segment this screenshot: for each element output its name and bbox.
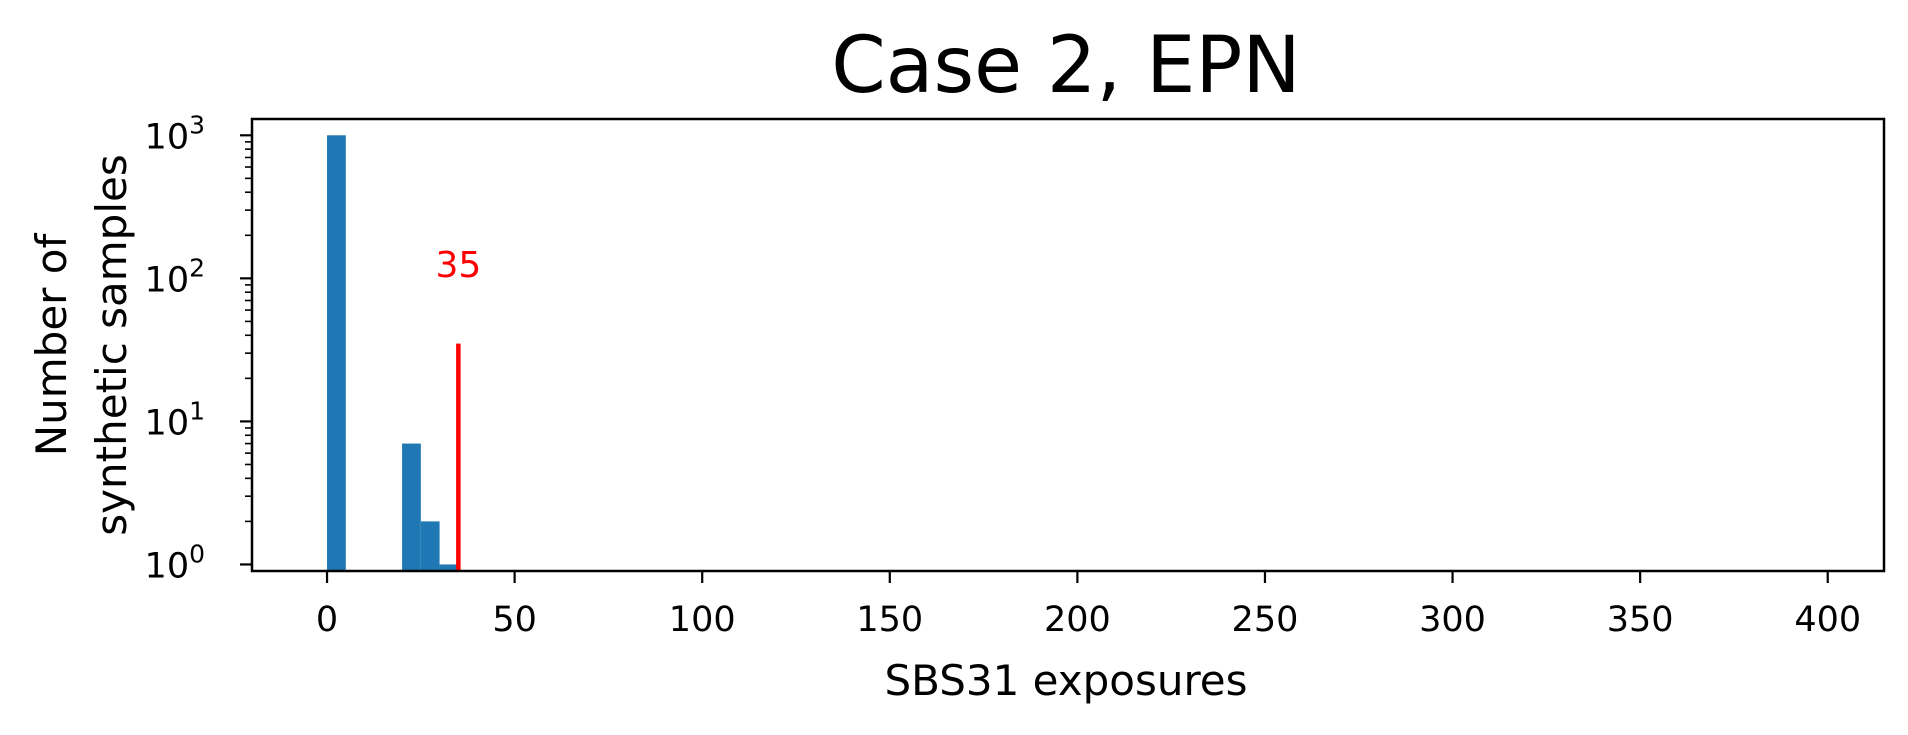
y-tick-label-0: 100 [145, 539, 205, 586]
x-tick-label-4: 200 [1044, 600, 1111, 640]
x-axis-label: SBS31 exposures [884, 656, 1247, 705]
chart-title: Case 2, EPN [831, 21, 1301, 111]
y-axis-label-line-2: synthetic samples [87, 154, 136, 535]
bar-3 [439, 564, 459, 571]
plot-frame [250, 117, 1886, 573]
x-tick-label-8: 400 [1794, 600, 1861, 640]
y-tick-label-2: 102 [145, 253, 205, 300]
marker-label: 35 [435, 245, 481, 286]
y-axis-label: Number of synthetic samples [27, 154, 136, 535]
bars-group [327, 135, 459, 571]
y-tick-label-3: 103 [145, 110, 205, 157]
bar-0 [327, 135, 346, 571]
marker-group: 35 [435, 245, 481, 571]
x-tick-label-2: 100 [669, 600, 736, 640]
x-tick-label-0: 0 [316, 600, 338, 640]
bar-2 [420, 521, 440, 571]
y-axis-label-line-1: Number of [27, 233, 76, 457]
x-axis: 0 50 100 150 200 250 300 350 400 [316, 571, 1861, 640]
x-tick-label-5: 250 [1232, 600, 1299, 640]
y-tick-label-1: 101 [145, 396, 205, 443]
x-tick-label-3: 150 [856, 600, 923, 640]
x-tick-label-6: 300 [1419, 600, 1486, 640]
bar-1 [402, 443, 421, 571]
x-tick-label-1: 50 [492, 600, 537, 640]
x-tick-label-7: 350 [1607, 600, 1674, 640]
y-axis: 100 101 102 103 [145, 110, 252, 586]
